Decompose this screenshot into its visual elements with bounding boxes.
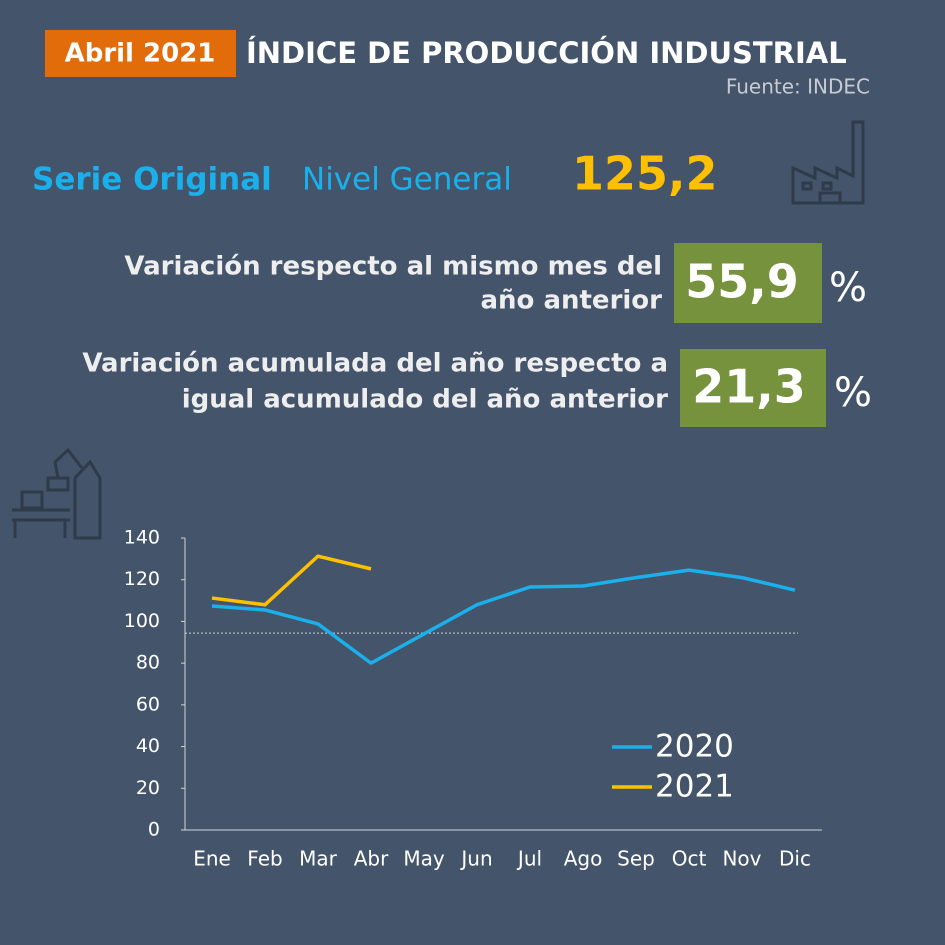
variation-box — [674, 243, 822, 323]
title: ÍNDICE DE PRODUCCIÓN INDUSTRIAL — [246, 36, 847, 70]
x-tick-label: Feb — [247, 847, 282, 871]
headline-value: 125,2 — [572, 147, 718, 201]
y-tick-label: 80 — [136, 652, 160, 674]
y-tick-label: 0 — [148, 819, 160, 841]
variation-label: igual acumulado del año anterior — [182, 385, 668, 415]
variation-label: Variación acumulada del año respecto a — [82, 349, 668, 379]
legend-label: 2021 — [655, 769, 734, 805]
x-tick-label: Mar — [299, 847, 338, 871]
level-label: Nivel General — [302, 162, 512, 198]
variation-value: 55,9 — [685, 255, 799, 309]
x-tick-label: Dic — [779, 847, 811, 871]
period-badge — [45, 30, 236, 77]
x-tick-label: Jun — [459, 847, 492, 871]
variation-value: 21,3 — [692, 360, 806, 414]
y-tick-label: 120 — [124, 568, 160, 590]
robot-icon — [12, 447, 102, 540]
variation-label: año anterior — [480, 286, 662, 316]
x-tick-label: Oct — [672, 847, 707, 871]
x-tick-label: Nov — [722, 847, 761, 871]
variation-unit: % — [834, 370, 872, 416]
period: Abril 2021 — [65, 39, 216, 69]
x-tick-label: Sep — [617, 847, 655, 871]
legend-label: 2020 — [655, 729, 734, 765]
variation-label: Variación respecto al mismo mes del — [124, 252, 662, 282]
x-tick-label: Abr — [354, 847, 389, 871]
variation-unit: % — [829, 265, 867, 311]
x-tick-label: Ene — [193, 847, 231, 871]
y-tick-label: 140 — [124, 527, 160, 549]
series-line — [211, 554, 372, 607]
y-tick-label: 20 — [136, 777, 160, 799]
x-tick-label: Jul — [516, 847, 542, 871]
y-tick-label: 60 — [136, 693, 160, 715]
x-tick-label: May — [403, 847, 445, 871]
factory-icon — [791, 120, 865, 205]
y-tick-label: 40 — [136, 735, 160, 757]
series-line — [211, 568, 796, 665]
x-tick-label: Ago — [564, 847, 603, 871]
y-tick-label: 100 — [124, 610, 160, 632]
variation-box — [680, 349, 826, 427]
series-label: Serie Original — [32, 162, 272, 198]
source: Fuente: INDEC — [726, 75, 870, 99]
